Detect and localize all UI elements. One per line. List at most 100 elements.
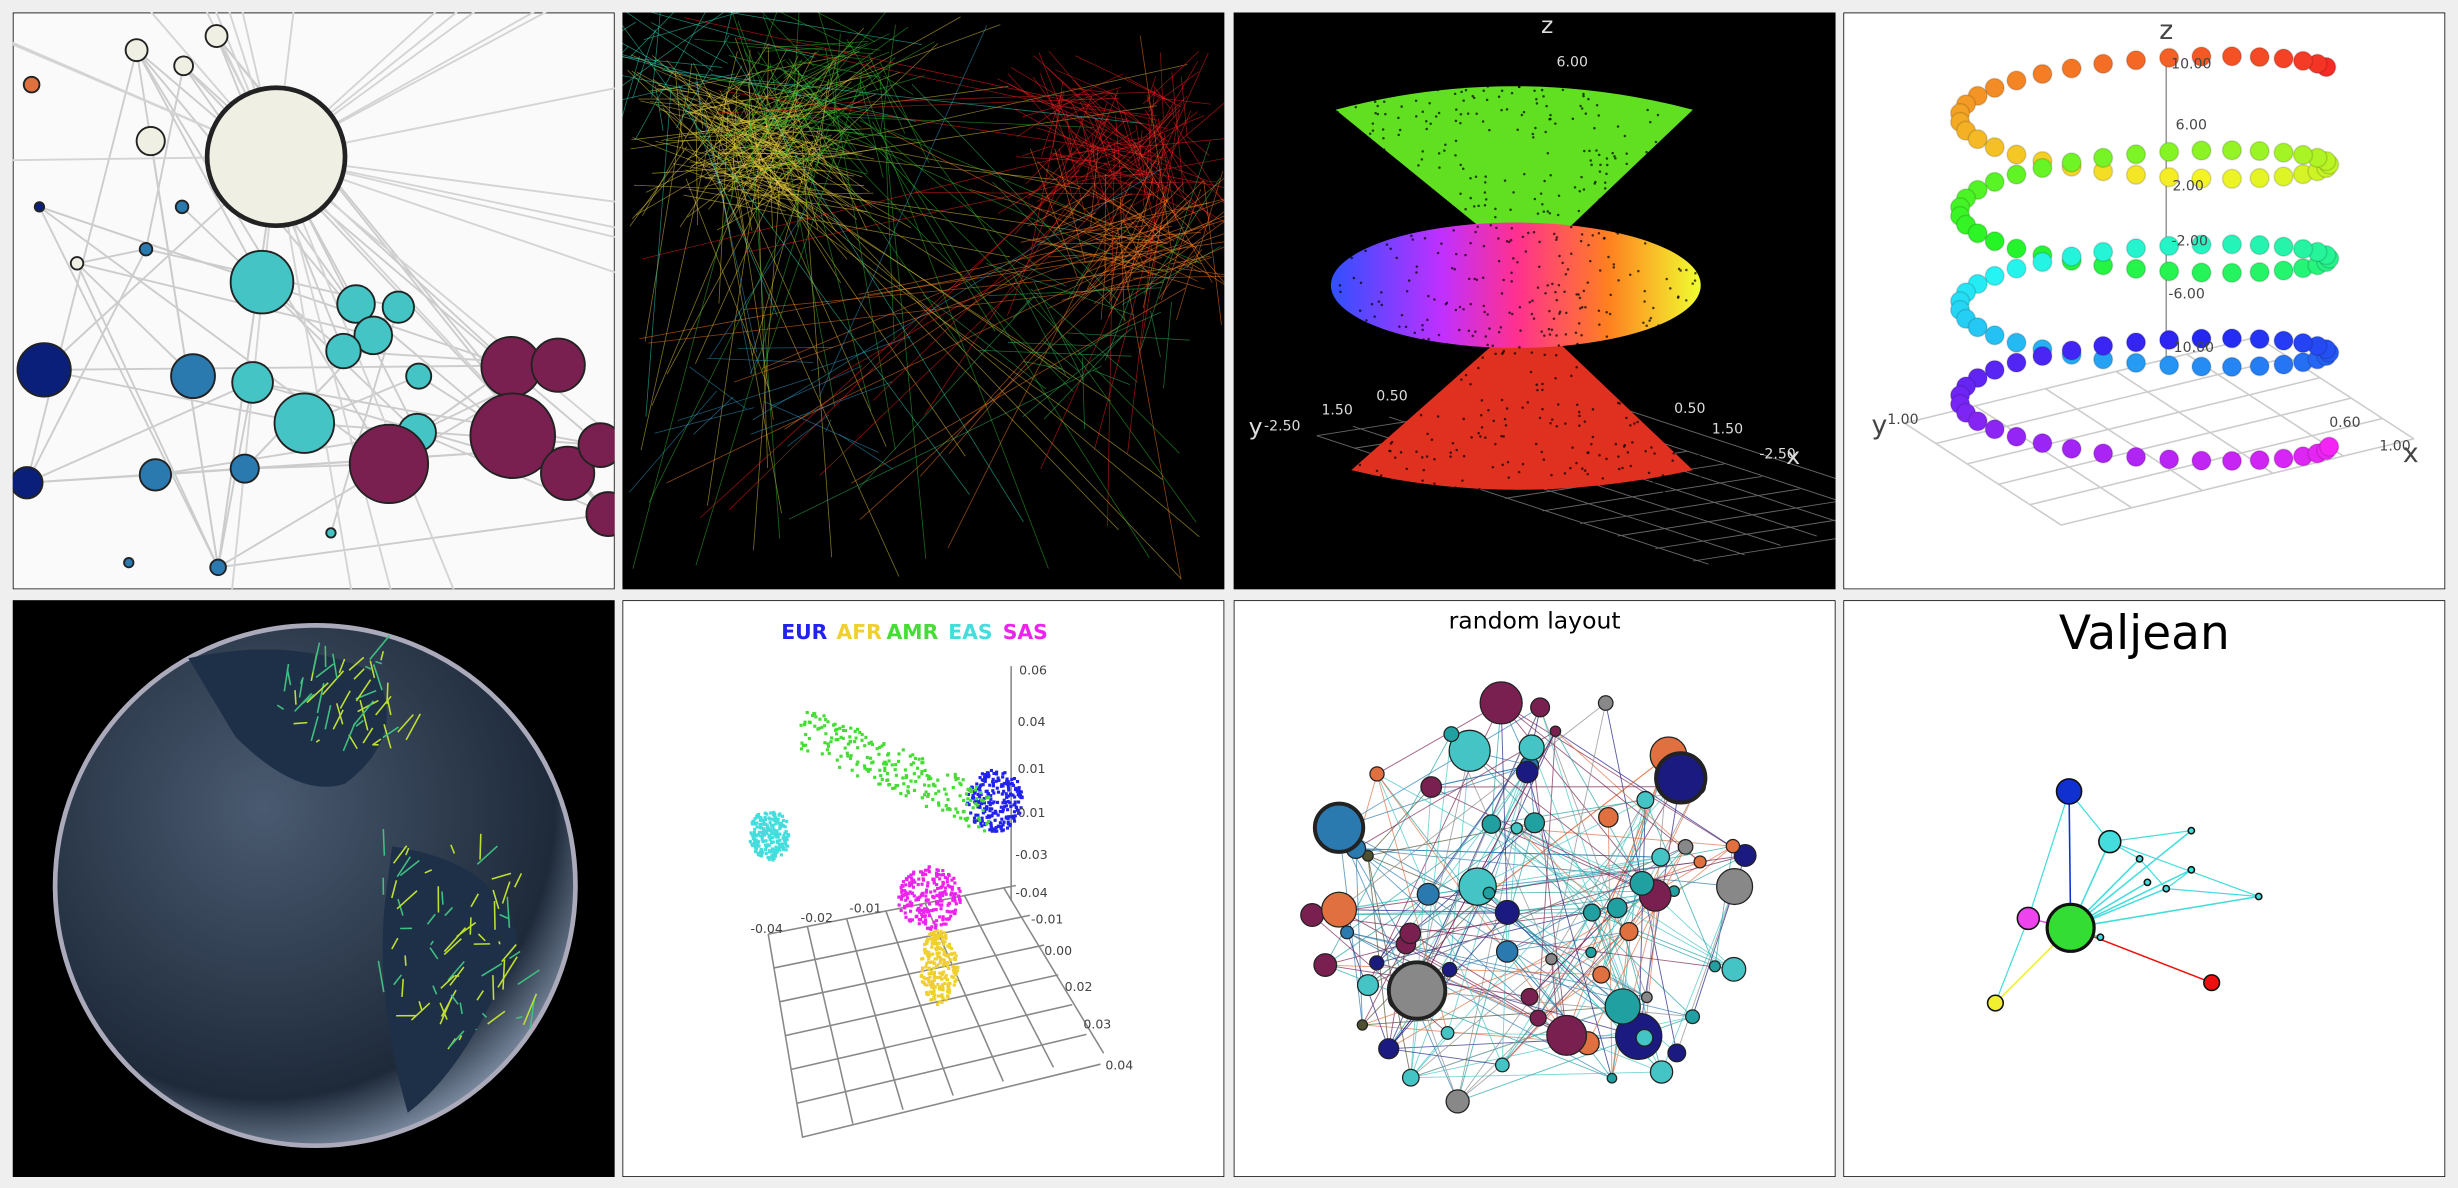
dot — [1569, 466, 1572, 470]
point — [885, 772, 890, 776]
spike — [369, 660, 376, 679]
point — [929, 926, 933, 930]
dot — [1348, 383, 1351, 387]
edge — [645, 88, 672, 417]
dot — [1494, 207, 1497, 211]
point — [933, 784, 937, 788]
point — [756, 841, 760, 846]
dot — [1582, 92, 1585, 96]
helix-ball — [2032, 157, 2053, 179]
point — [914, 898, 918, 902]
dot — [1688, 427, 1691, 431]
thumbnail-frame[interactable] — [622, 12, 1225, 590]
point — [910, 879, 914, 883]
dot — [1348, 177, 1352, 181]
edge — [677, 377, 810, 421]
dot — [1615, 230, 1618, 234]
point — [985, 796, 989, 800]
point — [766, 855, 770, 859]
helix-ball — [2125, 446, 2147, 468]
edge — [786, 38, 881, 51]
dot — [1659, 424, 1663, 428]
thumbnail-frame[interactable] — [1843, 12, 2446, 590]
edge — [636, 71, 792, 160]
label: 1.50 — [1321, 403, 1352, 419]
dot — [1554, 290, 1557, 294]
dot — [1598, 269, 1602, 272]
helix-ball — [2006, 258, 2027, 279]
spike — [470, 893, 480, 908]
dot — [1534, 442, 1538, 446]
point — [969, 787, 973, 791]
point — [935, 951, 939, 955]
edge — [750, 381, 893, 435]
helix-ball — [2061, 246, 2082, 267]
node — [12, 466, 44, 500]
edge — [768, 137, 843, 184]
dot — [1494, 215, 1497, 219]
dot — [1472, 205, 1476, 208]
dot — [1570, 252, 1573, 255]
dot — [1656, 113, 1660, 117]
edge — [2165, 869, 2192, 890]
point — [954, 902, 958, 906]
dot — [1541, 202, 1544, 206]
label: AMR — [887, 620, 939, 644]
point — [912, 788, 917, 792]
point — [763, 822, 767, 826]
edge — [1654, 895, 1735, 970]
dot — [1363, 91, 1367, 95]
spike — [492, 975, 495, 1000]
dot — [1481, 356, 1484, 359]
point — [896, 759, 901, 763]
edge — [1087, 225, 1148, 232]
dot — [1666, 178, 1670, 182]
point — [939, 873, 943, 877]
dot — [1415, 115, 1418, 118]
dot — [1542, 210, 1546, 213]
edge — [666, 133, 798, 375]
point — [990, 828, 994, 832]
point — [935, 886, 940, 891]
edge — [1516, 827, 1593, 913]
edge — [1050, 184, 1094, 237]
point — [936, 937, 940, 941]
point — [980, 819, 984, 823]
edge — [1416, 750, 1471, 991]
edge — [1066, 111, 1072, 152]
edge — [1121, 102, 1225, 191]
dot — [1458, 305, 1462, 309]
dot — [1676, 133, 1680, 136]
dot — [1674, 329, 1677, 332]
point — [924, 894, 928, 898]
dot — [1436, 88, 1440, 92]
point — [781, 818, 785, 823]
point — [760, 822, 764, 826]
point — [1013, 803, 1017, 807]
point — [915, 908, 919, 912]
dot — [1536, 286, 1540, 289]
dot — [1555, 334, 1558, 337]
point — [848, 740, 852, 744]
spike — [377, 960, 385, 993]
dot — [1445, 342, 1449, 346]
point — [897, 895, 901, 899]
spike — [501, 944, 517, 963]
thumbnail: z6.00y -2.501.500.500.501.50-2.50x — [1233, 12, 1836, 590]
thumbnail-frame[interactable] — [1843, 600, 2446, 1178]
edge — [1081, 241, 1225, 264]
point — [1015, 808, 1020, 812]
thumbnail-frame[interactable] — [622, 600, 1225, 1178]
point — [783, 831, 787, 835]
dot — [1368, 132, 1372, 135]
dot — [1687, 362, 1691, 365]
node — [325, 332, 362, 370]
point — [941, 872, 946, 877]
dot — [1426, 432, 1429, 436]
point — [756, 852, 760, 857]
edge — [1075, 136, 1167, 191]
edge — [689, 54, 846, 87]
edge — [1027, 193, 1091, 227]
point — [903, 911, 907, 915]
dot — [1400, 413, 1404, 417]
